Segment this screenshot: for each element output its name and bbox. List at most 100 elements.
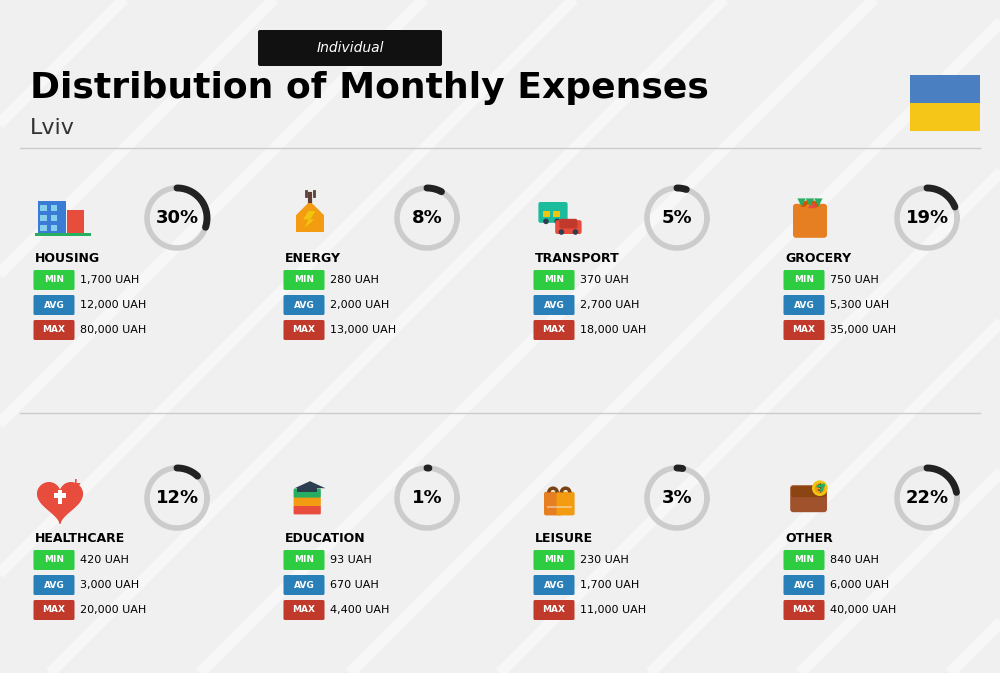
Text: MAX: MAX xyxy=(792,606,815,614)
FancyBboxPatch shape xyxy=(35,233,91,236)
Text: 19%: 19% xyxy=(905,209,949,227)
FancyBboxPatch shape xyxy=(784,270,824,290)
Text: AVG: AVG xyxy=(544,301,564,310)
FancyBboxPatch shape xyxy=(284,270,324,290)
Text: 670 UAH: 670 UAH xyxy=(330,580,379,590)
Text: MIN: MIN xyxy=(794,275,814,285)
FancyBboxPatch shape xyxy=(553,211,560,217)
FancyBboxPatch shape xyxy=(534,270,574,290)
FancyBboxPatch shape xyxy=(34,575,74,595)
FancyBboxPatch shape xyxy=(784,600,824,620)
Text: 18,000 UAH: 18,000 UAH xyxy=(580,325,646,335)
FancyBboxPatch shape xyxy=(791,486,826,497)
Text: 750 UAH: 750 UAH xyxy=(830,275,879,285)
Text: MIN: MIN xyxy=(544,275,564,285)
Text: 1%: 1% xyxy=(412,489,442,507)
FancyBboxPatch shape xyxy=(559,506,572,508)
FancyBboxPatch shape xyxy=(534,320,574,340)
FancyBboxPatch shape xyxy=(294,497,321,506)
Text: $: $ xyxy=(816,483,823,493)
FancyBboxPatch shape xyxy=(559,219,577,228)
Text: MAX: MAX xyxy=(42,606,66,614)
FancyBboxPatch shape xyxy=(34,550,74,570)
Text: 420 UAH: 420 UAH xyxy=(80,555,129,565)
Polygon shape xyxy=(806,199,814,207)
FancyBboxPatch shape xyxy=(793,204,827,238)
Text: 22%: 22% xyxy=(905,489,949,507)
Text: 35,000 UAH: 35,000 UAH xyxy=(830,325,896,335)
Circle shape xyxy=(554,219,560,224)
Text: 93 UAH: 93 UAH xyxy=(330,555,372,565)
Text: 80,000 UAH: 80,000 UAH xyxy=(80,325,146,335)
FancyBboxPatch shape xyxy=(790,485,827,512)
FancyBboxPatch shape xyxy=(784,320,824,340)
Polygon shape xyxy=(296,201,324,232)
Text: MIN: MIN xyxy=(794,555,814,565)
Text: MIN: MIN xyxy=(294,275,314,285)
FancyBboxPatch shape xyxy=(294,489,321,497)
Text: +: + xyxy=(70,477,81,491)
FancyBboxPatch shape xyxy=(258,30,442,66)
FancyBboxPatch shape xyxy=(294,505,321,514)
FancyBboxPatch shape xyxy=(910,103,980,131)
FancyBboxPatch shape xyxy=(284,600,324,620)
FancyBboxPatch shape xyxy=(51,205,57,211)
FancyBboxPatch shape xyxy=(543,211,550,217)
Text: MAX: MAX xyxy=(542,326,566,334)
Text: Lviv: Lviv xyxy=(30,118,75,138)
Text: 8%: 8% xyxy=(412,209,442,227)
Text: 13,000 UAH: 13,000 UAH xyxy=(330,325,396,335)
Text: AVG: AVG xyxy=(44,581,64,590)
Text: MAX: MAX xyxy=(292,606,316,614)
Polygon shape xyxy=(814,199,823,207)
FancyBboxPatch shape xyxy=(34,270,74,290)
FancyBboxPatch shape xyxy=(557,492,575,516)
Text: 40,000 UAH: 40,000 UAH xyxy=(830,605,896,615)
Text: TRANSPORT: TRANSPORT xyxy=(535,252,620,264)
FancyBboxPatch shape xyxy=(297,488,317,493)
FancyBboxPatch shape xyxy=(784,295,824,315)
FancyBboxPatch shape xyxy=(34,320,74,340)
Text: HEALTHCARE: HEALTHCARE xyxy=(35,532,125,544)
FancyBboxPatch shape xyxy=(38,201,66,235)
Text: AVG: AVG xyxy=(44,301,64,310)
Text: 30%: 30% xyxy=(155,209,199,227)
Polygon shape xyxy=(303,211,316,227)
FancyBboxPatch shape xyxy=(58,489,62,503)
Text: HOUSING: HOUSING xyxy=(35,252,100,264)
Text: 1,700 UAH: 1,700 UAH xyxy=(80,275,139,285)
FancyBboxPatch shape xyxy=(54,493,66,498)
FancyBboxPatch shape xyxy=(284,295,324,315)
Text: EDUCATION: EDUCATION xyxy=(285,532,366,544)
FancyBboxPatch shape xyxy=(784,550,824,570)
Text: Individual: Individual xyxy=(316,41,384,55)
FancyBboxPatch shape xyxy=(910,75,980,103)
Text: 370 UAH: 370 UAH xyxy=(580,275,629,285)
Circle shape xyxy=(543,219,549,224)
FancyBboxPatch shape xyxy=(547,506,559,508)
Text: Distribution of Monthly Expenses: Distribution of Monthly Expenses xyxy=(30,71,709,105)
FancyBboxPatch shape xyxy=(51,215,57,221)
Circle shape xyxy=(812,481,828,496)
FancyBboxPatch shape xyxy=(34,600,74,620)
Polygon shape xyxy=(807,203,817,208)
Text: AVG: AVG xyxy=(544,581,564,590)
Text: AVG: AVG xyxy=(294,301,314,310)
FancyBboxPatch shape xyxy=(40,215,47,221)
Text: OTHER: OTHER xyxy=(785,532,833,544)
Text: 280 UAH: 280 UAH xyxy=(330,275,379,285)
Text: 20,000 UAH: 20,000 UAH xyxy=(80,605,146,615)
FancyBboxPatch shape xyxy=(284,550,324,570)
Text: GROCERY: GROCERY xyxy=(785,252,851,264)
Text: MAX: MAX xyxy=(42,326,66,334)
Text: MAX: MAX xyxy=(792,326,815,334)
Text: 5%: 5% xyxy=(662,209,692,227)
Text: 4,400 UAH: 4,400 UAH xyxy=(330,605,389,615)
Text: ENERGY: ENERGY xyxy=(285,252,341,264)
FancyBboxPatch shape xyxy=(534,295,574,315)
Text: 2,000 UAH: 2,000 UAH xyxy=(330,300,389,310)
FancyBboxPatch shape xyxy=(534,550,574,570)
FancyBboxPatch shape xyxy=(40,225,47,231)
FancyBboxPatch shape xyxy=(284,320,324,340)
Text: MIN: MIN xyxy=(294,555,314,565)
